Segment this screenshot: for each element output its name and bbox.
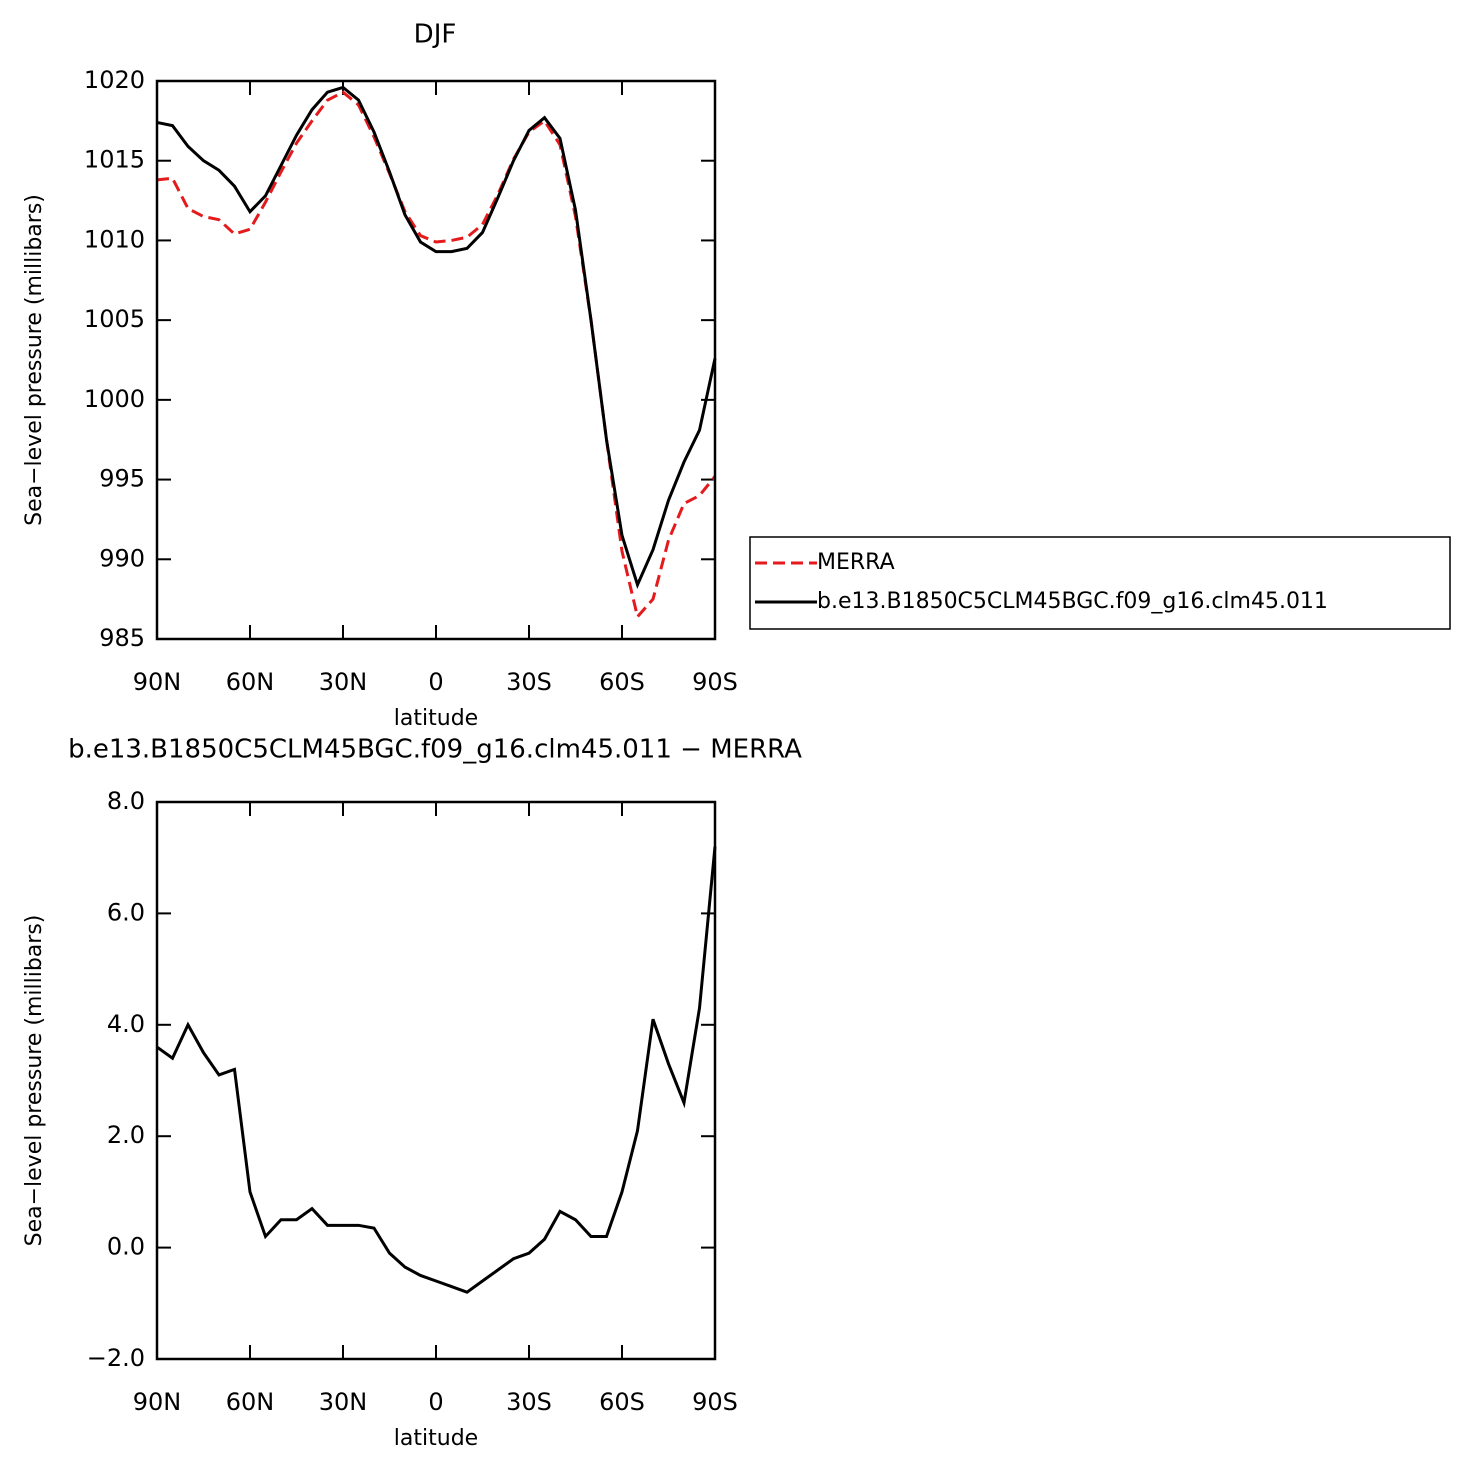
y-axis-label: Sea−level pressure (millibars) — [22, 915, 47, 1247]
y-tick-label: 1015 — [84, 146, 145, 174]
series-line — [156, 85, 717, 590]
x-tick-label: 60N — [226, 668, 275, 696]
chart-title: DJF — [414, 20, 457, 50]
legend-label: MERRA — [817, 550, 895, 575]
x-tick-label: 30N — [319, 1388, 368, 1416]
x-tick-label: 60S — [599, 668, 645, 696]
x-tick-label: 90N — [133, 1388, 182, 1416]
x-tick-label: 90S — [692, 668, 738, 696]
x-tick-label: 60N — [226, 1388, 275, 1416]
legend-label: b.e13.B1850C5CLM45BGC.f09_g16.clm45.011 — [817, 589, 1328, 614]
y-tick-label: 4.0 — [107, 1010, 145, 1038]
y-tick-label: 0.0 — [107, 1233, 145, 1261]
series-line — [156, 90, 717, 620]
plot-frame — [155, 800, 717, 1361]
x-tick-label: 0 — [428, 1388, 443, 1416]
y-tick-label: 8.0 — [107, 787, 145, 815]
x-tick-label: 90S — [692, 1388, 738, 1416]
x-tick-label: 0 — [428, 668, 443, 696]
y-axis-label: Sea−level pressure (millibars) — [22, 194, 47, 526]
legend-box — [749, 536, 1451, 630]
y-tick-label: 995 — [99, 465, 145, 493]
x-tick-label: 30S — [506, 668, 552, 696]
y-tick-label: 1000 — [84, 385, 145, 413]
series-line — [156, 846, 717, 1294]
y-tick-label: 985 — [99, 624, 145, 652]
y-tick-label: 990 — [99, 544, 145, 572]
y-tick-label: 6.0 — [107, 898, 145, 926]
y-tick-label: −2.0 — [87, 1344, 145, 1372]
x-tick-label: 90N — [133, 668, 182, 696]
x-tick-label: 30S — [506, 1388, 552, 1416]
x-axis-label: latitude — [394, 1426, 478, 1451]
y-tick-label: 2.0 — [107, 1121, 145, 1149]
y-tick-label: 1010 — [84, 225, 145, 253]
chart-title: b.e13.B1850C5CLM45BGC.f09_g16.clm45.011 … — [68, 735, 802, 765]
x-axis-label: latitude — [394, 706, 478, 731]
x-tick-label: 60S — [599, 1388, 645, 1416]
plot-frame — [155, 79, 717, 641]
x-tick-label: 30N — [319, 668, 368, 696]
y-tick-label: 1005 — [84, 305, 145, 333]
y-tick-label: 1020 — [84, 66, 145, 94]
